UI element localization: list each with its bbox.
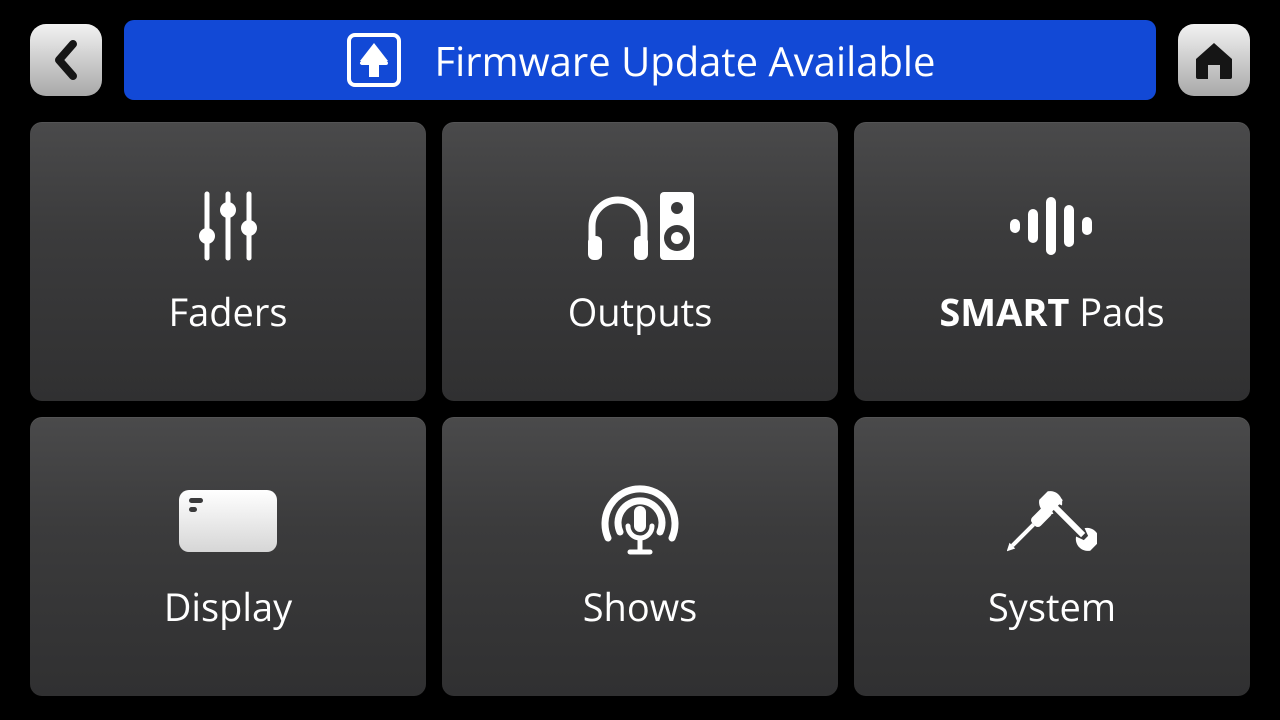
upload-icon: [345, 31, 403, 89]
tile-label: SMART Pads: [939, 286, 1164, 338]
tools-icon: [1007, 481, 1097, 561]
back-button[interactable]: [30, 24, 102, 96]
faders-icon: [193, 186, 263, 266]
firmware-update-banner[interactable]: Firmware Update Available: [124, 20, 1156, 100]
tile-label: Outputs: [568, 286, 713, 338]
banner-text: Firmware Update Available: [435, 33, 936, 88]
tile-label: Shows: [583, 581, 698, 633]
settings-screen: Firmware Update Available: [0, 0, 1280, 720]
tile-system[interactable]: System: [854, 417, 1250, 696]
display-icon: [173, 481, 283, 561]
tile-faders[interactable]: Faders: [30, 122, 426, 401]
top-bar: Firmware Update Available: [30, 20, 1250, 100]
tile-display[interactable]: Display: [30, 417, 426, 696]
tile-outputs[interactable]: Outputs: [442, 122, 838, 401]
settings-grid: Faders Outputs: [30, 122, 1250, 696]
tile-label: Faders: [169, 286, 288, 338]
chevron-left-icon: [49, 40, 83, 80]
waveform-icon: [1002, 186, 1102, 266]
headphones-speaker-icon: [580, 186, 700, 266]
home-button[interactable]: [1178, 24, 1250, 96]
tile-shows[interactable]: Shows: [442, 417, 838, 696]
home-icon: [1192, 39, 1236, 81]
mic-broadcast-icon: [590, 481, 690, 561]
tile-smart-pads[interactable]: SMART Pads: [854, 122, 1250, 401]
tile-label: System: [988, 581, 1116, 633]
tile-label: Display: [164, 581, 292, 633]
